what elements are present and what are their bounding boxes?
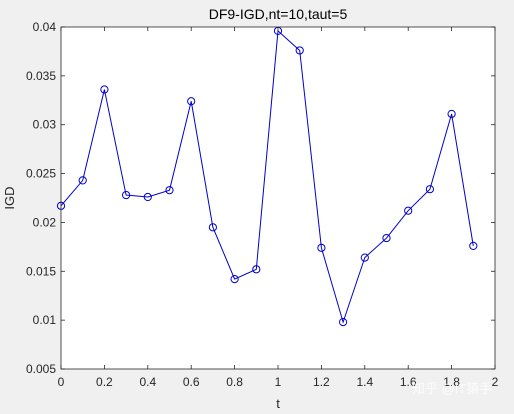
x-tick-label: 0.6 xyxy=(183,375,200,389)
y-tick-label: 0.035 xyxy=(26,69,56,83)
data-point-marker xyxy=(425,185,434,194)
y-tick-label: 0.04 xyxy=(33,20,57,34)
y-axis-title: IGD xyxy=(2,186,17,209)
x-tick-label: 1.2 xyxy=(313,375,330,389)
watermark-text: 知乎 @IT猿手 xyxy=(412,381,492,396)
y-tick-label: 0.03 xyxy=(33,118,57,132)
y-tick-label: 0.01 xyxy=(33,313,57,327)
axes-box xyxy=(60,26,496,370)
x-tick-label: 0 xyxy=(58,375,65,389)
data-point-marker xyxy=(382,233,391,243)
y-axis-ticks: 0.005 0.01 0.015 0.02 0.025 0.03 0.035 0.04 xyxy=(26,20,495,376)
y-tick-label: 0.02 xyxy=(33,215,57,229)
data-point-marker xyxy=(122,190,131,200)
x-tick-label: 0.8 xyxy=(226,375,243,389)
chart-title: DF9-IGD,nt=10,taut=5 xyxy=(209,6,348,22)
y-tick-label: 0.015 xyxy=(26,264,56,278)
data-point-marker xyxy=(447,109,456,119)
series-layer xyxy=(56,26,478,327)
x-axis-ticks: 0 0.2 0.4 0.6 0.8 1 1.2 1.4 1.6 1.8 2 xyxy=(58,27,499,389)
data-point-marker xyxy=(252,265,261,274)
x-tick-label: 0.2 xyxy=(96,375,113,389)
data-point-marker xyxy=(339,317,348,327)
x-tick-label: 0.4 xyxy=(139,375,156,389)
x-tick-label: 1.6 xyxy=(400,375,417,389)
data-point-marker xyxy=(317,243,326,252)
data-point-marker xyxy=(143,192,152,202)
data-point-marker xyxy=(469,241,478,250)
y-tick-label: 0.025 xyxy=(26,167,56,181)
x-tick-label: 1 xyxy=(275,375,282,389)
x-tick-label: 1.8 xyxy=(443,375,460,389)
x-tick-label: 2 xyxy=(492,375,499,389)
data-point-marker xyxy=(295,46,304,55)
y-tick-label: 0.005 xyxy=(26,362,56,376)
data-point-marker xyxy=(404,206,413,215)
data-point-marker xyxy=(208,223,217,232)
plot-area xyxy=(61,27,495,369)
data-point-marker xyxy=(187,97,196,106)
x-tick-label: 1.4 xyxy=(356,375,373,389)
data-point-marker xyxy=(100,85,109,94)
data-point-marker xyxy=(360,253,369,262)
data-point-marker xyxy=(78,176,87,185)
data-point-marker xyxy=(165,186,174,195)
x-axis-title: t xyxy=(276,396,280,411)
data-point-marker xyxy=(230,275,239,284)
